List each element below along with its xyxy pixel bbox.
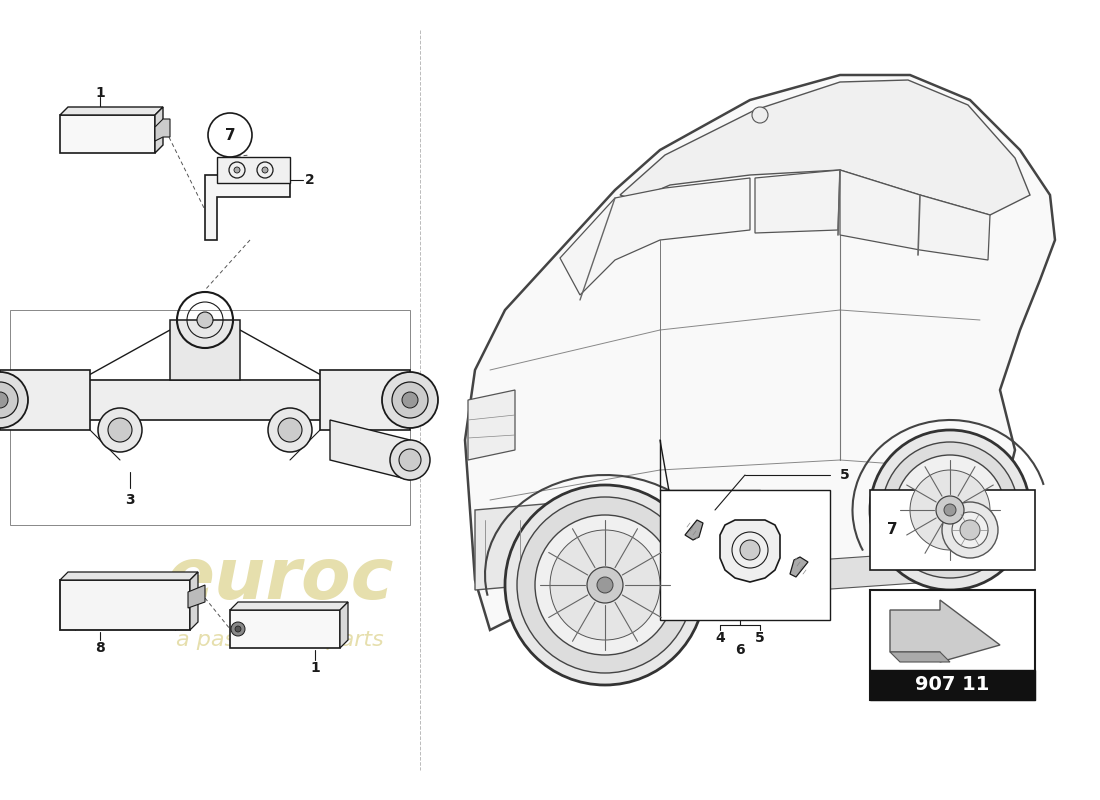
Circle shape (392, 382, 428, 418)
Polygon shape (205, 175, 290, 240)
Text: 1: 1 (310, 661, 320, 675)
Polygon shape (870, 490, 1035, 570)
Polygon shape (60, 115, 155, 153)
Polygon shape (230, 610, 340, 648)
Circle shape (402, 392, 418, 408)
Circle shape (952, 512, 988, 548)
Circle shape (550, 530, 660, 640)
Text: 8: 8 (95, 641, 104, 655)
Circle shape (399, 449, 421, 471)
Text: 4: 4 (715, 631, 725, 645)
Circle shape (944, 504, 956, 516)
Polygon shape (890, 600, 1000, 662)
Polygon shape (217, 157, 290, 183)
Polygon shape (330, 420, 410, 480)
Circle shape (208, 113, 252, 157)
Circle shape (895, 455, 1005, 565)
Polygon shape (190, 572, 198, 630)
Text: 907 11: 907 11 (915, 675, 989, 694)
Polygon shape (155, 119, 170, 141)
Polygon shape (660, 490, 830, 620)
Text: 5: 5 (755, 631, 764, 645)
Polygon shape (890, 652, 950, 662)
Circle shape (942, 502, 998, 558)
Text: 7: 7 (887, 522, 898, 538)
Text: 1: 1 (95, 86, 104, 100)
Text: 6: 6 (735, 643, 745, 657)
Polygon shape (188, 585, 205, 608)
Circle shape (197, 312, 213, 328)
Text: euroc: euroc (166, 546, 394, 614)
Polygon shape (475, 500, 590, 590)
Polygon shape (60, 580, 190, 630)
Circle shape (278, 418, 303, 442)
Circle shape (268, 408, 312, 452)
Polygon shape (720, 520, 780, 582)
Circle shape (936, 496, 964, 524)
Circle shape (390, 440, 430, 480)
Polygon shape (468, 390, 515, 460)
Polygon shape (755, 170, 840, 233)
Polygon shape (530, 550, 960, 610)
Polygon shape (465, 75, 1055, 630)
Text: 7: 7 (224, 127, 235, 142)
Text: 2: 2 (305, 173, 315, 187)
Circle shape (535, 515, 675, 655)
Circle shape (0, 372, 28, 428)
Circle shape (262, 167, 268, 173)
Circle shape (597, 577, 613, 593)
Circle shape (505, 485, 705, 685)
Circle shape (0, 382, 18, 418)
Polygon shape (560, 178, 750, 295)
Circle shape (231, 622, 245, 636)
Text: 5: 5 (840, 468, 850, 482)
Circle shape (960, 520, 980, 540)
Circle shape (910, 470, 990, 550)
Polygon shape (60, 572, 198, 580)
Circle shape (382, 372, 438, 428)
Polygon shape (0, 370, 90, 430)
Circle shape (0, 392, 8, 408)
Polygon shape (80, 380, 330, 420)
Polygon shape (870, 590, 1035, 700)
Circle shape (108, 418, 132, 442)
Polygon shape (685, 520, 703, 540)
Text: 3: 3 (125, 493, 135, 507)
Polygon shape (320, 370, 410, 430)
Circle shape (234, 167, 240, 173)
Polygon shape (870, 670, 1035, 700)
Polygon shape (840, 170, 990, 260)
Circle shape (587, 567, 623, 603)
Circle shape (870, 430, 1030, 590)
Circle shape (517, 497, 693, 673)
Circle shape (740, 540, 760, 560)
Polygon shape (620, 80, 1030, 215)
Polygon shape (60, 107, 163, 115)
Polygon shape (340, 602, 348, 648)
Polygon shape (155, 107, 163, 153)
Circle shape (752, 107, 768, 123)
Circle shape (882, 442, 1018, 578)
Polygon shape (790, 557, 808, 577)
Circle shape (235, 626, 241, 632)
Polygon shape (170, 320, 240, 380)
Polygon shape (230, 602, 348, 610)
Text: a passion for parts: a passion for parts (176, 630, 384, 650)
Circle shape (98, 408, 142, 452)
